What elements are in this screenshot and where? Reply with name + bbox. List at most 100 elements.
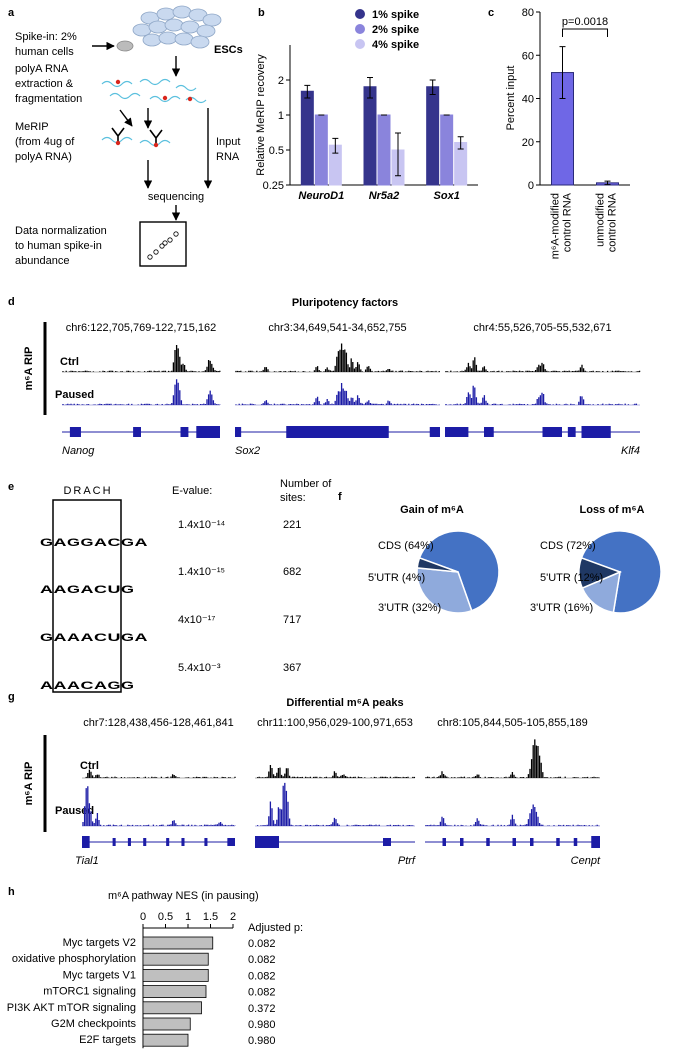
logo-letter: A: [81, 584, 94, 596]
y-tick-label: 0: [528, 180, 534, 192]
schematic-label: polyA RNA): [15, 151, 72, 163]
coverage-track: [256, 782, 414, 826]
p-value: 0.082: [248, 938, 276, 950]
category-label: Myc targets V2: [63, 937, 136, 949]
logo-letter: G: [40, 537, 53, 549]
track-label: Paused: [55, 389, 94, 401]
x-tick-label: Nr5a2: [369, 190, 400, 202]
y-tick-label: 0.5: [269, 145, 284, 157]
e-value: 1.4x10⁻¹⁵: [178, 566, 225, 578]
category-label: E2F targets: [79, 1034, 136, 1046]
x-tick-label: m⁶A-modified: [550, 193, 562, 259]
category-label: G2M checkpoints: [51, 1018, 136, 1030]
y-tick-label: 20: [522, 137, 534, 149]
logo-letter: A: [54, 537, 67, 549]
panel-label: e: [8, 481, 14, 493]
coverage-track: [62, 379, 221, 405]
exon: [484, 427, 494, 437]
exon: [460, 838, 464, 846]
motif-title: DRACH: [63, 485, 112, 497]
logo-letter: U: [108, 632, 121, 644]
region-label: chr6:122,705,769-122,715,162: [66, 322, 216, 334]
site-count: 367: [283, 662, 301, 674]
schematic-graphics: [92, 5, 222, 267]
y-tick-label: 80: [522, 7, 534, 19]
exon: [573, 838, 578, 846]
exon: [286, 426, 389, 438]
exon: [442, 838, 446, 846]
category-label: PI3K AKT mTOR signaling: [7, 1002, 136, 1014]
y-axis-label: Percent input: [505, 66, 517, 131]
panel-label: d: [8, 296, 15, 308]
pie-slice: [418, 530, 500, 612]
p-value: 0.082: [248, 954, 276, 966]
panel-label: f: [338, 491, 342, 503]
bar: [142, 936, 214, 950]
x-tick-label: NeuroD1: [298, 190, 344, 202]
scatter-dots: [147, 231, 179, 260]
logo-letter: A: [81, 632, 94, 644]
y-tick-label: 2: [278, 75, 284, 87]
logo-letter: G: [121, 537, 134, 549]
bar: [142, 1033, 189, 1047]
region-label: chr3:34,649,541-34,652,755: [268, 322, 406, 334]
logo-letter: C: [108, 537, 121, 549]
slice-label: 5'UTR (4%): [368, 572, 425, 584]
x-tick-label: unmodified: [595, 193, 607, 247]
error-bar: [457, 136, 464, 150]
bar: [142, 952, 209, 966]
error-bar: [395, 132, 401, 177]
logo-letter: A: [54, 584, 67, 596]
schematic-label: ESCs: [214, 44, 243, 56]
logo-letter: A: [67, 632, 80, 644]
exon: [530, 838, 534, 846]
logo-letter: A: [94, 680, 107, 692]
gene-name: Nanog: [62, 445, 95, 457]
pie-title: Loss of m⁶A: [580, 504, 645, 516]
track-label: Ctrl: [60, 356, 79, 368]
e-value: 5.4x10⁻³: [178, 662, 221, 674]
coverage-track: [82, 786, 236, 826]
track-label: Ctrl: [80, 760, 99, 772]
logo-letter: A: [40, 584, 53, 596]
logo-letter: G: [81, 537, 94, 549]
coverage-track: [425, 739, 600, 778]
pie-title: Gain of m⁶A: [400, 504, 464, 516]
site-count: 717: [283, 614, 301, 626]
exon: [383, 838, 391, 846]
exon: [196, 426, 220, 438]
logo-letter: G: [67, 537, 80, 549]
bar: [142, 1001, 202, 1015]
merip-fragments: [101, 127, 171, 148]
logo-letter: A: [40, 680, 53, 692]
esc-colony: [132, 5, 222, 49]
track-title: Pluripotency factors: [292, 297, 398, 309]
bar: [363, 86, 377, 186]
legend-label: 1% spike: [372, 9, 419, 21]
exon: [82, 836, 90, 848]
schematic-label: fragmentation: [15, 93, 82, 105]
coverage-track: [256, 765, 416, 778]
bar: [142, 1017, 191, 1031]
side-label: m⁶A RIP: [23, 762, 35, 806]
gene-name: Tial1: [75, 855, 99, 867]
region-label: chr7:128,438,456-128,461,841: [83, 717, 233, 729]
e-value-header: E-value:: [172, 485, 212, 497]
exon: [567, 427, 576, 437]
category-label: mTORC1 signaling: [43, 986, 136, 998]
sites-header: Number of: [280, 478, 332, 490]
chart-title: m⁶A pathway NES (in pausing): [108, 890, 259, 902]
x-tick-label: 0: [140, 911, 146, 923]
category-label: Myc targets V1: [63, 969, 136, 981]
gene-name: Sox2: [235, 445, 260, 457]
legend-marker: [355, 39, 365, 49]
exon: [181, 838, 185, 846]
pie-slice: [416, 567, 473, 614]
category-label: oxidative phosphorylation: [12, 953, 136, 965]
exon: [133, 427, 141, 437]
site-count: 221: [283, 519, 301, 531]
logo-letter: A: [67, 680, 80, 692]
legend-label: 4% spike: [372, 39, 419, 51]
bar: [377, 114, 391, 186]
